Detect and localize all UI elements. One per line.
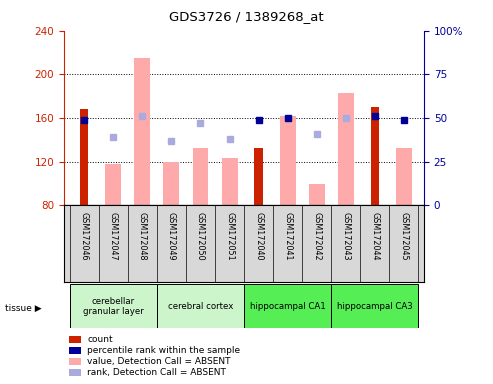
Text: hippocampal CA1: hippocampal CA1 [249, 302, 325, 311]
Bar [106, 164, 121, 205]
Bar [193, 147, 209, 205]
Text: hippocampal CA3: hippocampal CA3 [337, 302, 413, 311]
Text: GDS3726 / 1389268_at: GDS3726 / 1389268_at [169, 10, 324, 23]
Text: GSM172044: GSM172044 [370, 212, 379, 260]
Text: rank, Detection Call = ABSENT: rank, Detection Call = ABSENT [87, 367, 226, 377]
Text: GSM172049: GSM172049 [167, 212, 176, 260]
Text: value, Detection Call = ABSENT: value, Detection Call = ABSENT [87, 357, 231, 366]
Text: percentile rank within the sample: percentile rank within the sample [87, 346, 241, 355]
Text: GSM172046: GSM172046 [80, 212, 89, 260]
Bar [338, 93, 353, 205]
Text: count: count [87, 335, 113, 344]
Bar [135, 58, 150, 205]
Bar [331, 284, 418, 328]
Text: cerebral cortex: cerebral cortex [168, 302, 233, 311]
Text: cerebellar
granular layer: cerebellar granular layer [83, 296, 144, 316]
Bar [70, 284, 157, 328]
Bar [221, 159, 238, 205]
Text: GSM172047: GSM172047 [109, 212, 118, 260]
Text: GSM172048: GSM172048 [138, 212, 147, 260]
Text: GSM172051: GSM172051 [225, 212, 234, 260]
Bar [80, 109, 88, 205]
Text: GSM172043: GSM172043 [341, 212, 350, 260]
Bar [396, 147, 412, 205]
Text: GSM172042: GSM172042 [312, 212, 321, 260]
Bar [280, 116, 295, 205]
Bar [371, 107, 379, 205]
Text: GSM172041: GSM172041 [283, 212, 292, 260]
Text: GSM172040: GSM172040 [254, 212, 263, 260]
Text: tissue ▶: tissue ▶ [5, 304, 41, 313]
Text: GSM172045: GSM172045 [399, 212, 408, 260]
Bar [164, 162, 179, 205]
Bar [309, 184, 324, 205]
Bar [244, 284, 331, 328]
Bar [254, 147, 263, 205]
Bar [157, 284, 244, 328]
Text: GSM172050: GSM172050 [196, 212, 205, 260]
